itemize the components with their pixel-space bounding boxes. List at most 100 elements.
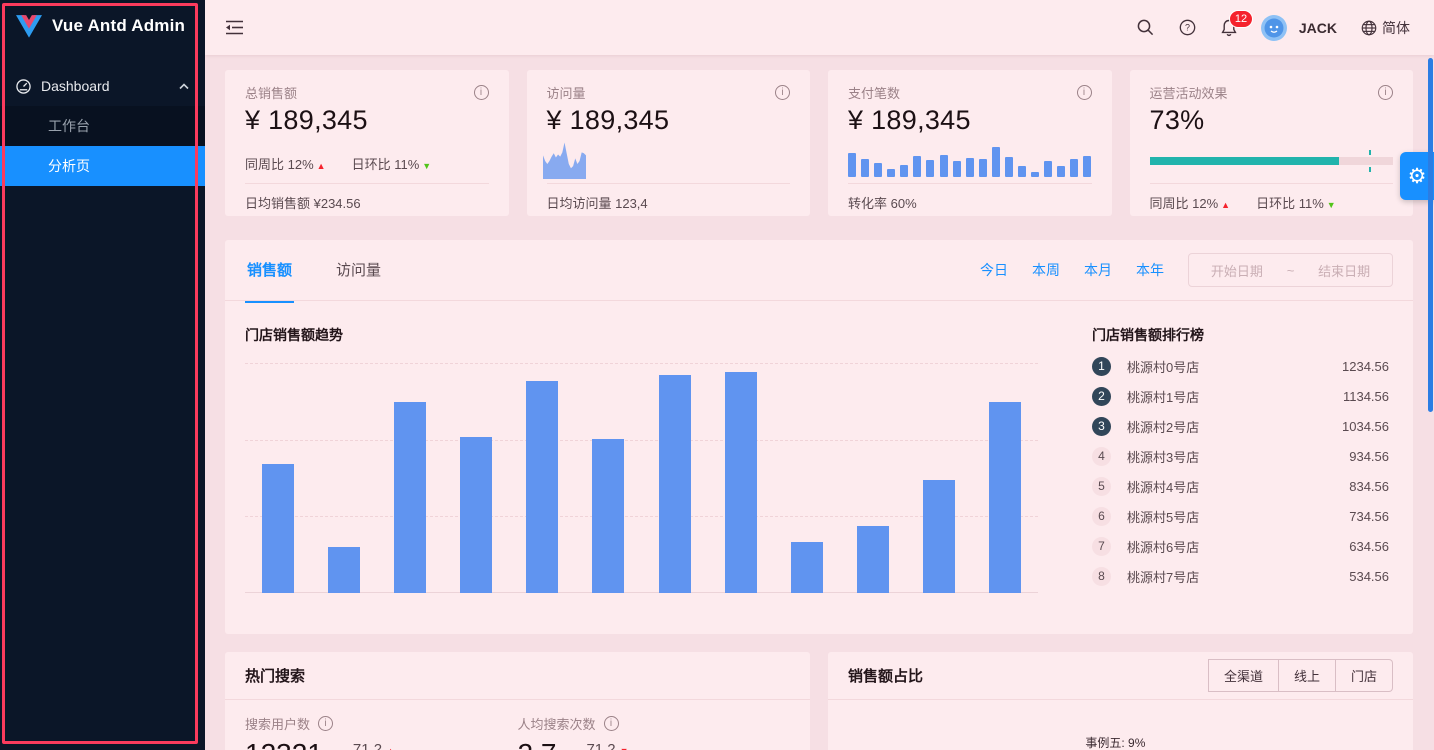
info-icon[interactable]: i — [775, 85, 790, 100]
username[interactable]: JACK — [1298, 19, 1337, 36]
bar — [988, 402, 1021, 593]
panel-title: 热门搜索 — [245, 668, 306, 685]
down-triangle-icon: ▼ — [1326, 200, 1336, 210]
search-icon[interactable] — [1137, 19, 1155, 37]
store-name: 桃源村1号店 — [1127, 389, 1200, 405]
notification-bell-icon[interactable]: 12 — [1221, 9, 1254, 37]
ranking-row: 7 桃源村6号店 634.56 — [1092, 536, 1389, 556]
quick-range-link[interactable]: 今日 — [980, 262, 1008, 278]
info-icon[interactable]: i — [603, 716, 619, 731]
sidebar: Vue Antd Admin Dashboard 工作台 分析页 — [0, 0, 205, 750]
submenu-item-label: 分析页 — [48, 158, 90, 174]
question-circle-icon[interactable]: ? — [1179, 19, 1197, 37]
quick-ranges: 今日 本周 本月 本年 — [980, 260, 1164, 280]
store-name: 桃源村3号店 — [1127, 449, 1200, 465]
bar — [861, 158, 870, 177]
globe-icon — [1361, 20, 1377, 35]
card-footer: 日均销售额 ¥234.56 — [245, 183, 489, 212]
notification-badge: 12 — [1228, 9, 1254, 28]
bar — [887, 169, 896, 177]
quick-range-link[interactable]: 本周 — [1032, 262, 1060, 278]
bar — [460, 436, 493, 593]
store-value: 534.56 — [1349, 568, 1389, 584]
store-name: 桃源村4号店 — [1127, 479, 1200, 495]
card-title: 总销售额 — [245, 86, 298, 101]
rank-badge: 8 — [1092, 566, 1111, 586]
sales-ratio-panel: 销售额占比 全渠道 线上 门店 事例五: 9% — [828, 652, 1413, 750]
bar — [874, 162, 883, 177]
down-triangle-icon: ▼ — [422, 161, 432, 171]
card-footer: 转化率 60% — [848, 183, 1092, 212]
info-icon[interactable]: i — [318, 716, 334, 731]
payments-bar-chart — [848, 139, 1092, 177]
tab[interactable]: 访问量 — [336, 261, 382, 279]
info-icon[interactable]: i — [473, 85, 489, 100]
ranking-list: 1 桃源村0号店 1234.56 2 桃源村1号店 1134.56 3 — [1092, 356, 1389, 586]
bar — [1057, 165, 1066, 177]
trend-row: 同周比 12% ▲ 日环比 11% ▼ — [1149, 196, 1336, 211]
info-icon[interactable]: i — [1076, 85, 1092, 100]
card-title: 支付笔数 — [848, 86, 901, 101]
progress-target-marker — [1368, 150, 1371, 172]
top-header: ? 12 JACK 简体 — [205, 0, 1434, 55]
language-switcher[interactable]: 简体 — [1361, 18, 1410, 38]
bar — [790, 542, 823, 593]
bar — [913, 156, 922, 177]
stat-card-payments: 支付笔数 i ¥ 189,345 转化率 60% — [828, 70, 1112, 216]
bar — [1083, 156, 1092, 177]
quick-range-link[interactable]: 本年 — [1136, 262, 1164, 278]
store-value: 1234.56 — [1342, 358, 1389, 374]
ranking-row: 2 桃源村1号店 1134.56 — [1092, 386, 1389, 406]
card-title: 运营活动效果 — [1149, 86, 1228, 101]
store-sales-bar-chart: 门店销售额趋势 — [225, 301, 1068, 593]
submenu-item-label: 工作台 — [48, 118, 90, 134]
store-name: 桃源村5号店 — [1127, 509, 1200, 525]
channel-button-group: 全渠道 线上 门店 — [1207, 659, 1393, 692]
bar — [592, 438, 625, 593]
pie-slice-label: 事例五: 9% — [1085, 736, 1146, 750]
store-name: 桃源村0号店 — [1127, 359, 1200, 375]
end-date-placeholder[interactable]: 结束日期 — [1318, 263, 1371, 279]
start-date-placeholder[interactable]: 开始日期 — [1210, 263, 1263, 279]
app-logo-row[interactable]: Vue Antd Admin — [0, 0, 205, 52]
date-range-picker[interactable]: 开始日期 ~ 结束日期 — [1188, 253, 1393, 287]
dashboard-icon — [16, 78, 31, 94]
bar — [1018, 166, 1027, 177]
language-label: 简体 — [1382, 19, 1410, 36]
stat-value: 12321 — [245, 738, 323, 750]
ranking-row: 5 桃源村4号店 834.56 — [1092, 476, 1389, 496]
sidebar-item-dashboard[interactable]: Dashboard — [0, 66, 205, 106]
info-icon[interactable]: i — [1378, 85, 1393, 100]
panel-title: 销售额占比 — [848, 668, 924, 685]
bar — [1044, 161, 1053, 177]
store-value: 634.56 — [1349, 538, 1389, 554]
ranking-row: 1 桃源村0号店 1234.56 — [1092, 356, 1389, 376]
submenu-item[interactable]: 工作台 — [0, 106, 205, 146]
vertical-scrollbar-thumb[interactable] — [1428, 58, 1433, 412]
trend-triangle-icon: ▲ — [386, 746, 395, 750]
stat-trend: 71.2▲ — [353, 741, 395, 750]
tab[interactable]: 销售额 — [245, 238, 295, 303]
channel-button[interactable]: 线上 — [1278, 659, 1336, 692]
quick-range-link[interactable]: 本月 — [1084, 262, 1112, 278]
stat-value: 2.7 — [518, 738, 557, 750]
submenu-item[interactable]: 分析页 — [0, 146, 205, 186]
bar — [939, 154, 948, 177]
sidebar-item-label: Dashboard — [41, 78, 110, 94]
rank-badge: 4 — [1092, 446, 1111, 466]
card-value: ¥ 189,345 — [848, 105, 971, 135]
channel-button[interactable]: 门店 — [1335, 659, 1393, 692]
card-footer: 日均访问量 123,4 — [546, 183, 790, 212]
stat-trend: 71.2▼ — [586, 741, 628, 750]
range-controls: 今日 本周 本月 本年 开始日期 ~ 结束日期 — [980, 253, 1393, 287]
menu-fold-icon[interactable] — [225, 19, 243, 37]
avatar[interactable] — [1260, 14, 1287, 41]
trend-triangle-icon: ▼ — [620, 746, 629, 750]
store-value: 1134.56 — [1342, 388, 1389, 404]
stat-card-activity: 运营活动效果 i 73% 同周比 12% ▲ 日环比 11% ▼ — [1129, 70, 1413, 216]
channel-button[interactable]: 全渠道 — [1207, 659, 1279, 692]
ranking-title: 门店销售额排行榜 — [1092, 327, 1204, 343]
